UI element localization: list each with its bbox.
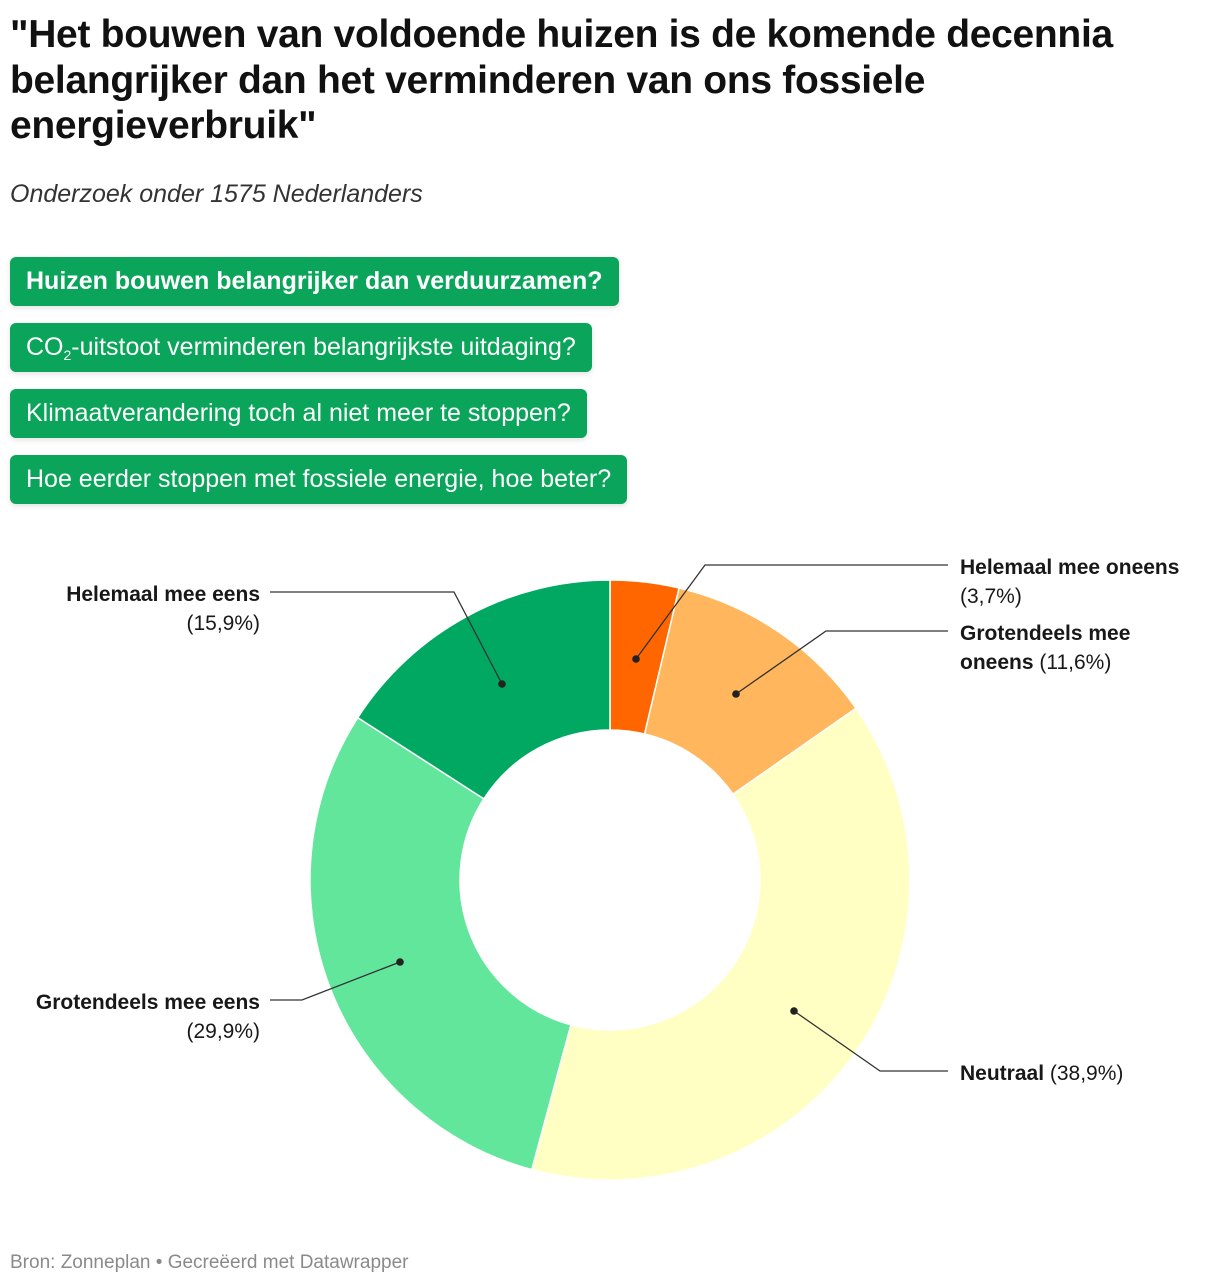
slice-helemaal-mee-eens[interactable] bbox=[356, 579, 611, 800]
leader-line-neutraal bbox=[793, 1010, 948, 1072]
tab-label-pre: CO bbox=[26, 333, 64, 361]
tab-label-sub: 2 bbox=[63, 347, 72, 363]
leader-line-grotendeels-mee-eens bbox=[270, 961, 401, 1001]
slice-grotendeels-mee-eens[interactable] bbox=[309, 716, 572, 1171]
leader-line-grotendeels-mee-oneens bbox=[735, 630, 948, 695]
chart-subtitle: Onderzoek onder 1575 Nederlanders bbox=[10, 180, 423, 208]
leader-dot-neutraal bbox=[790, 1007, 798, 1015]
tab-klimaatverandering[interactable]: Klimaatverandering toch al niet meer te … bbox=[10, 389, 587, 438]
slice-label-helemaal-mee-eens: Helemaal mee eens bbox=[66, 583, 260, 606]
chart-title: "Het bouwen van voldoende huizen is de k… bbox=[10, 13, 1113, 148]
tab-label: Hoe eerder stoppen met fossiele energie,… bbox=[26, 465, 612, 493]
leaders-group bbox=[270, 564, 948, 1072]
donut-chart: Helemaal mee oneens (3,7%) Grotendeels mee… bbox=[36, 556, 1180, 1181]
tab-label-post: -uitstoot verminderen belangrijkste uitd… bbox=[71, 333, 576, 361]
slice-label-helemaal-mee-eens: (15,9%) bbox=[186, 612, 260, 635]
source-footer: Bron: Zonneplan • Gecreëerd met Datawrap… bbox=[10, 1252, 409, 1273]
slice-label-grotendeels-mee-oneens: Grotendeels mee bbox=[960, 622, 1130, 645]
leader-dot-helemaal-mee-oneens bbox=[632, 655, 640, 663]
tab-label: Klimaatverandering toch al niet meer te … bbox=[26, 399, 571, 427]
leader-line-helemaal-mee-oneens bbox=[635, 564, 948, 660]
slice-neutraal[interactable] bbox=[530, 707, 911, 1181]
tab-co2-uitstoot[interactable]: CO2-uitstoot verminderen belangrijkste u… bbox=[10, 323, 592, 372]
leader-dot-helemaal-mee-eens bbox=[498, 680, 506, 688]
slice-label-grotendeels-mee-oneens: oneens (11,6%) bbox=[960, 651, 1111, 674]
slice-label-helemaal-mee-oneens: Helemaal mee oneens bbox=[960, 556, 1179, 579]
tab-huizen-bouwen[interactable]: Huizen bouwen belangrijker dan verduurza… bbox=[10, 257, 619, 306]
leader-dot-grotendeels-mee-oneens bbox=[732, 690, 740, 698]
slice-label-neutraal: Neutraal (38,9%) bbox=[960, 1062, 1123, 1085]
slice-label-grotendeels-mee-eens: Grotendeels mee eens bbox=[36, 991, 260, 1014]
labels-group: Helemaal mee oneens (3,7%) Grotendeels mee… bbox=[36, 556, 1180, 1085]
leader-dot-grotendeels-mee-eens bbox=[396, 958, 404, 966]
slice-label-helemaal-mee-oneens: (3,7%) bbox=[960, 585, 1022, 608]
leader-line-helemaal-mee-eens bbox=[270, 591, 503, 685]
tab-fossiele-energie[interactable]: Hoe eerder stoppen met fossiele energie,… bbox=[10, 455, 628, 504]
slice-label-grotendeels-mee-eens: (29,9%) bbox=[186, 1020, 260, 1043]
tab-label: Huizen bouwen belangrijker dan verduurza… bbox=[26, 267, 603, 295]
slice-grotendeels-mee-oneens[interactable] bbox=[643, 587, 858, 796]
slices-group bbox=[309, 579, 911, 1181]
question-tabs: Huizen bouwen belangrijker dan verduurza… bbox=[10, 257, 628, 521]
